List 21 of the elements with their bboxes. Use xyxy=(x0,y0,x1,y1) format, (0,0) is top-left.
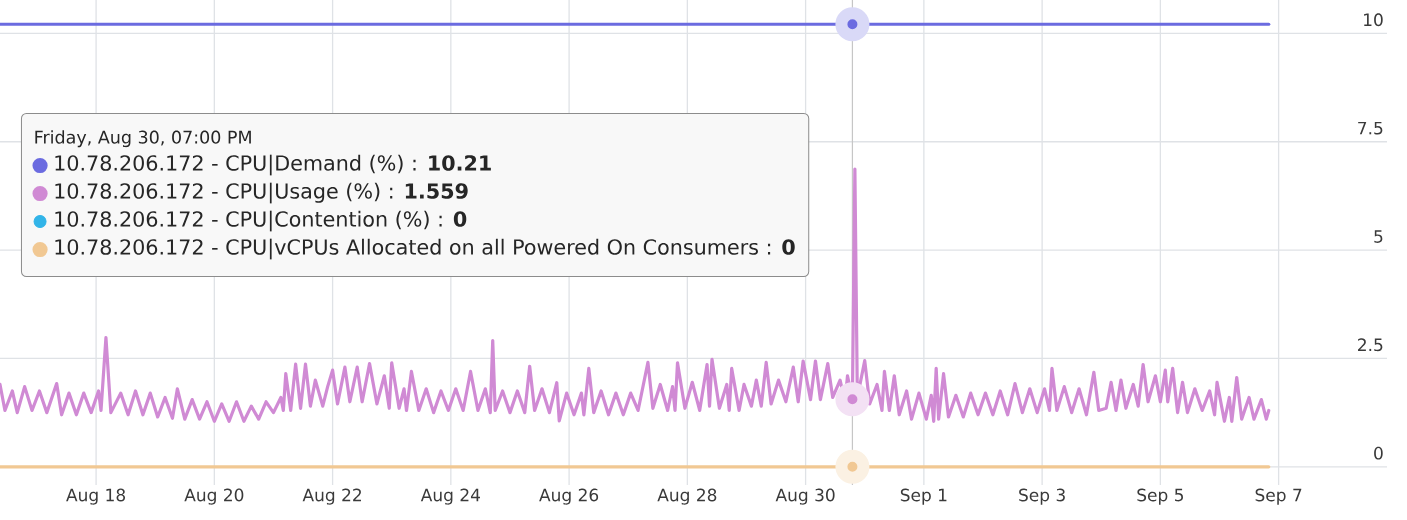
legend-title: Friday, Aug 30, 07:00 PM xyxy=(35,130,251,148)
y-tick-label: 5 xyxy=(1374,230,1383,243)
legend-label: 10.78.206.172 - CPU|Usage (%) : 1.559 xyxy=(55,182,468,204)
x-tick-label: Sep 3 xyxy=(1019,488,1065,505)
x-tick-label: Aug 28 xyxy=(657,488,717,505)
x-tick-label: Sep 1 xyxy=(900,488,947,505)
y-tick-label: 10 xyxy=(1364,13,1383,27)
y-tick-label: 7.5 xyxy=(1358,121,1383,135)
x-tick-label: Aug 24 xyxy=(420,488,480,505)
x-tick-label: Aug 26 xyxy=(539,488,599,505)
legend-label: 10.78.206.172 - CPU|Demand (%) : 10.21 xyxy=(55,154,491,176)
x-tick-label: Sep 7 xyxy=(1255,488,1302,505)
x-tick-label: Aug 22 xyxy=(302,488,361,505)
x-tick-label: Sep 5 xyxy=(1137,488,1183,505)
x-tick-label: Aug 20 xyxy=(184,488,244,505)
legend-label: 10.78.206.172 - CPU|vCPUs Allocated on all Powered On Consumers : 0 xyxy=(55,238,795,260)
y-tick-label: 0 xyxy=(1374,446,1383,460)
x-tick-label: Aug 18 xyxy=(66,488,126,505)
legend-label: 10.78.206.172 - CPU|Contention (%) : 0 xyxy=(55,210,467,232)
y-tick-label: 2.5 xyxy=(1358,338,1383,352)
x-tick-label: Aug 30 xyxy=(775,488,835,505)
